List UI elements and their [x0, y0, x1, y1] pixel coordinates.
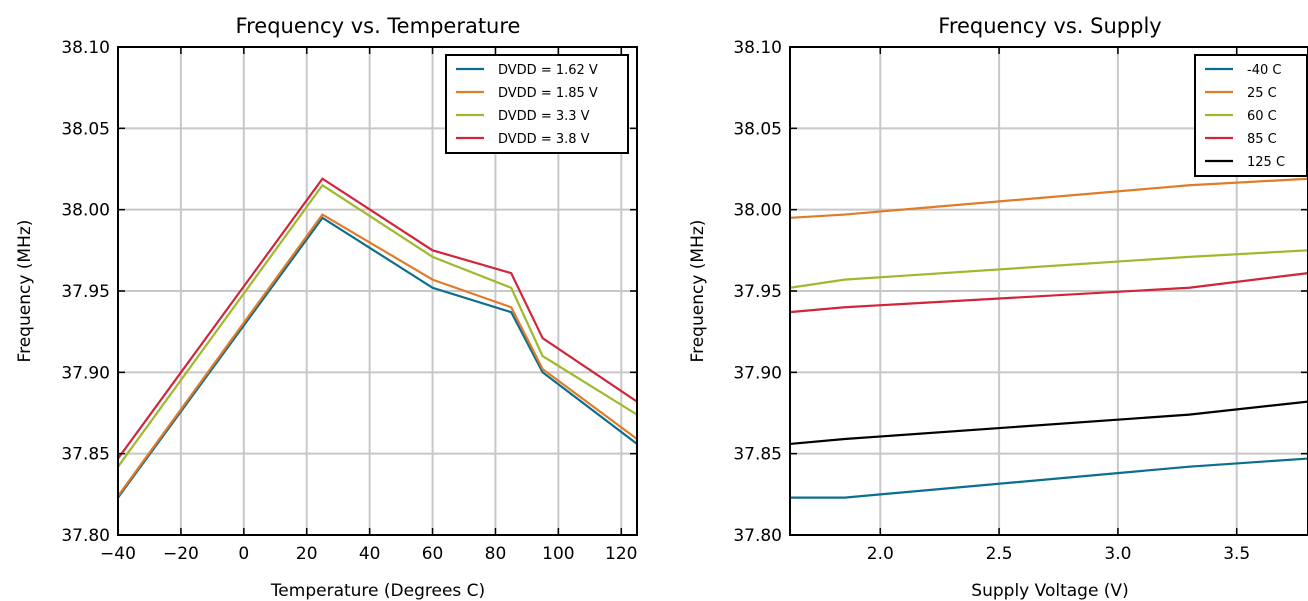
y-axis-label: Frequency (MHz)	[688, 220, 708, 363]
y-tick-label: 37.90	[61, 363, 110, 383]
legend-box	[445, 54, 629, 154]
x-tick-label: 80	[485, 544, 507, 564]
x-tick-label: 3.5	[1223, 544, 1250, 564]
series-line	[790, 457, 1308, 499]
series-line	[789, 249, 1308, 289]
x-tick-label: −20	[163, 544, 199, 564]
y-tick-label: 38.00	[61, 201, 110, 221]
series-line	[789, 400, 1308, 446]
series-line	[117, 213, 638, 497]
plot-frame	[789, 46, 1308, 536]
legend: DVDD = 1.62 V DVDD = 1.85 V DVDD = 3.3 V DV…	[445, 54, 629, 154]
legend-label: DVDD = 3.8 V	[498, 132, 590, 147]
plot-frame	[117, 46, 638, 536]
y-tick-label: 38.10	[61, 38, 110, 58]
x-tick-label: 100	[542, 544, 574, 564]
x-tick-label: 60	[422, 544, 444, 564]
y-tick-label: 38.00	[733, 201, 782, 221]
y-tick-label: 37.85	[61, 445, 110, 465]
series-line	[789, 177, 1308, 219]
x-axis-label: Temperature (Degrees C)	[270, 581, 485, 601]
x-axis-label: Supply Voltage (V)	[971, 581, 1128, 601]
chart-title: Frequency vs. Supply	[938, 14, 1161, 38]
series-line	[117, 216, 638, 499]
x-tick-label: 2.5	[986, 544, 1013, 564]
ticks: −40 −20 0 20 40 60 80 100 120 37.80 37.85 37.90 37.9…	[61, 38, 637, 564]
legend-label: DVDD = 1.62 V	[498, 63, 598, 78]
y-tick-label: 38.05	[733, 119, 782, 139]
x-tick-label: 120	[605, 544, 637, 564]
x-tick-label: 40	[359, 544, 381, 564]
plot-area-border	[789, 46, 1308, 536]
chart-title: Frequency vs. Temperature	[236, 14, 521, 38]
y-axis-label: Frequency (MHz)	[15, 220, 35, 363]
x-tick-label: 3.0	[1104, 544, 1131, 564]
y-tick-label: 37.85	[733, 445, 782, 465]
y-tick-label: 37.80	[733, 526, 782, 546]
series-group	[789, 177, 1308, 499]
y-tick-label: 38.05	[61, 119, 110, 139]
series-line	[789, 272, 1308, 314]
y-tick-label: 37.90	[733, 363, 782, 383]
legend-label: 25 C	[1247, 86, 1277, 101]
series-group	[117, 177, 638, 499]
legend-label: 85 C	[1247, 132, 1277, 147]
series-line	[117, 183, 638, 468]
y-tick-label: 37.95	[733, 282, 782, 302]
legend-label: DVDD = 1.85 V	[498, 86, 598, 101]
legend-label: DVDD = 3.3 V	[498, 109, 590, 124]
series-line	[117, 177, 638, 460]
y-tick-label: 37.80	[61, 526, 110, 546]
y-tick-label: 38.10	[733, 38, 782, 58]
legend-label: 125 C	[1247, 155, 1285, 170]
x-tick-label: 2.0	[867, 544, 894, 564]
x-tick-label: −40	[100, 544, 136, 564]
legend: -40 C 25 C 60 C 85 C 125 C	[1194, 54, 1308, 177]
x-tick-label: 0	[238, 544, 249, 564]
x-tick-label: 20	[296, 544, 318, 564]
grid	[117, 46, 637, 536]
plot-area-border	[117, 46, 638, 536]
chart-frequency-vs-supply: Frequency vs. Supply Supply Voltage (V) …	[688, 14, 1308, 601]
y-tick-label: 37.95	[61, 282, 110, 302]
legend-label: -40 C	[1247, 63, 1281, 78]
legend-label: 60 C	[1247, 109, 1277, 124]
chart-frequency-vs-temperature: Frequency vs. Temperature Temperature (D…	[15, 14, 638, 601]
